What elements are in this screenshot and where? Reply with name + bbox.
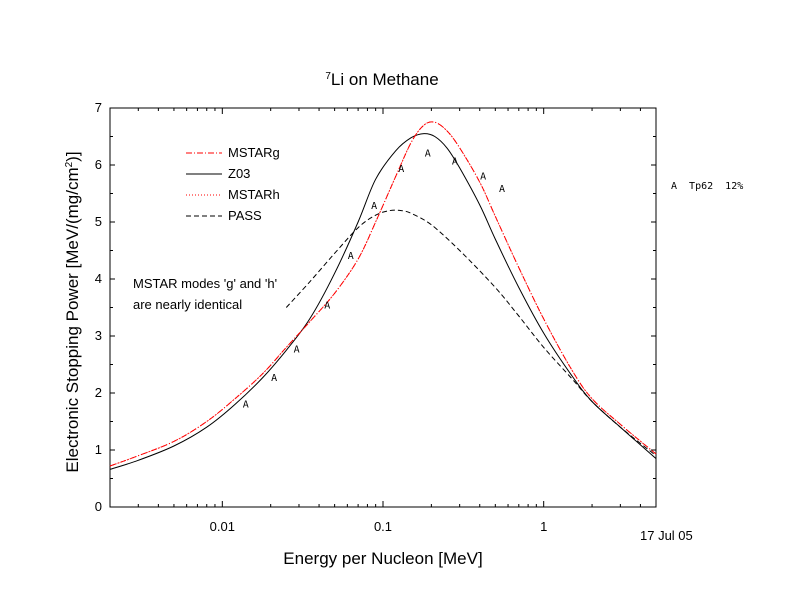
x-tick-label: 1 <box>540 519 547 534</box>
x-tick-label: 0.1 <box>374 519 392 534</box>
tp62-marker: A <box>271 373 277 384</box>
y-tick-label: 0 <box>95 499 102 514</box>
x-tick-label: 0.01 <box>210 519 235 534</box>
chart-title: 7Li on Methane <box>325 70 438 89</box>
axis-ticks: 0 1 2 3 4 5 6 7 0.01 0.1 1 <box>95 100 656 534</box>
y-tick-label: 6 <box>95 157 102 172</box>
data-curves <box>109 121 657 470</box>
tp62-marker: A <box>324 301 330 312</box>
legend-label-mstarh: MSTARh <box>228 187 280 202</box>
tp62-marker: A <box>452 156 458 167</box>
legend-label-mstarg: MSTARg <box>228 145 280 160</box>
series-line-mstarg <box>109 121 657 467</box>
chart-title-superscript: 7 <box>325 71 331 82</box>
tp62-marker: A <box>371 201 377 212</box>
series-line-pass <box>285 209 657 457</box>
y-tick-label: 1 <box>95 442 102 457</box>
y-axis-label: Electronic Stopping Power [MeV/(mg/cm2)] <box>63 151 82 472</box>
y-axis-label-end: )] <box>63 151 82 161</box>
y-tick-label: 5 <box>95 214 102 229</box>
legend: MSTARg Z03 MSTARh PASS <box>186 145 280 223</box>
series-line-z03 <box>109 133 657 470</box>
tp62-markers: A A A A A A A A A A A <box>243 148 505 410</box>
tp62-marker: A <box>294 345 300 356</box>
tp62-marker: A <box>499 184 505 195</box>
y-axis-label-main: Electronic Stopping Power [MeV/(mg/cm <box>63 167 82 472</box>
marker-legend: A Tp62 12% <box>671 181 743 192</box>
date-stamp: 17 Jul 05 <box>640 528 693 543</box>
y-axis-label-superscript: 2 <box>64 161 75 167</box>
y-tick-label: 3 <box>95 328 102 343</box>
tp62-marker: A <box>425 148 431 159</box>
tp62-marker: A <box>398 164 404 175</box>
tp62-marker: A <box>480 171 486 182</box>
y-tick-label: 2 <box>95 385 102 400</box>
tp62-marker: A <box>243 399 249 410</box>
tp62-marker: A <box>348 251 354 262</box>
y-tick-label: 7 <box>95 100 102 115</box>
x-axis-label: Energy per Nucleon [MeV] <box>283 549 482 568</box>
annotation-line-2: are nearly identical <box>133 297 242 312</box>
legend-label-z03: Z03 <box>228 166 250 181</box>
legend-label-pass: PASS <box>228 208 262 223</box>
y-tick-label: 4 <box>95 271 102 286</box>
series-line-mstarh <box>109 121 657 467</box>
chart-title-main: Li on Methane <box>331 70 439 89</box>
annotation-line-1: MSTAR modes 'g' and 'h' <box>133 276 277 291</box>
